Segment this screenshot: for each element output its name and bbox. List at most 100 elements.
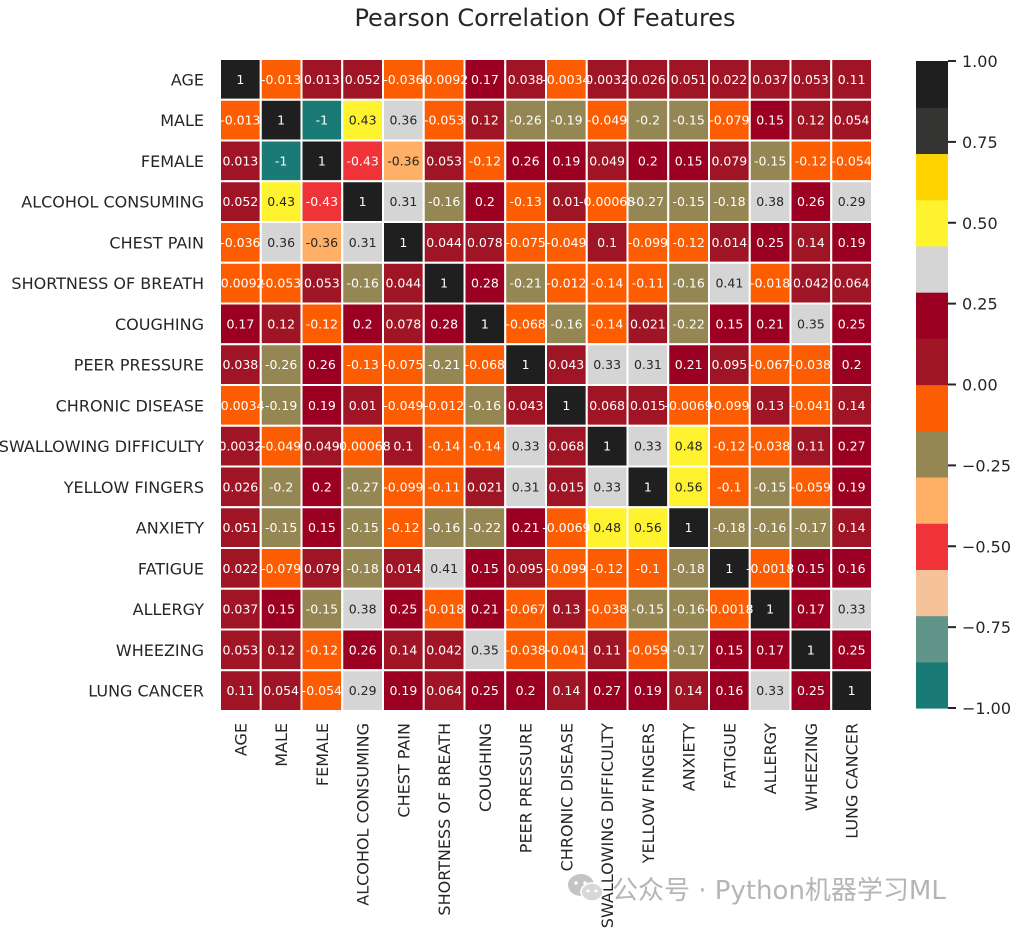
colorbar-segment	[916, 615, 948, 663]
heatmap-cell	[219, 302, 262, 346]
heatmap-cell	[300, 221, 344, 264]
cell-value-label: 0.19	[838, 235, 866, 250]
cell-value-label: -0.14	[428, 439, 460, 454]
cell-value-label: 0.2	[312, 479, 332, 494]
heatmap-cell	[708, 587, 751, 631]
cell-value-label: 0.15	[267, 602, 295, 617]
heatmap-cell	[830, 261, 873, 305]
cell-value-label: -0.36	[387, 153, 419, 168]
heatmap-cell	[341, 343, 384, 386]
row-tick-label: MALE	[160, 111, 204, 130]
cell-value-label: 1	[236, 72, 244, 87]
cell-value-label: 0.33	[756, 683, 784, 698]
wechat-icon	[568, 874, 604, 902]
cell-value-label: 0.38	[756, 194, 784, 209]
cell-value-label: 0.01	[552, 194, 580, 209]
cell-value-label: 0.021	[467, 479, 503, 494]
column-tick-label: WHEEZING	[802, 723, 821, 811]
cell-value-label: -0.14	[591, 276, 623, 291]
heatmap-cell	[504, 628, 547, 672]
cell-value-label: 0.26	[308, 357, 336, 372]
cell-value-label: 0.56	[634, 520, 662, 535]
cell-value-label: -0.27	[632, 194, 664, 209]
cell-value-label: -0.0092	[216, 276, 264, 291]
cell-value-label: -0.19	[550, 113, 582, 128]
heatmap-cell	[463, 669, 507, 712]
row-tick-label: LUNG CANCER	[88, 682, 204, 701]
cell-value-label: 0.12	[267, 316, 295, 331]
cell-value-label: 0.053	[304, 276, 340, 291]
cell-value-label: 0.33	[593, 357, 621, 372]
cell-value-label: 0.12	[267, 642, 295, 657]
cell-value-label: 0.33	[512, 439, 540, 454]
cell-value-label: -0.012	[546, 276, 586, 291]
cell-value-label: -0.13	[509, 194, 541, 209]
cell-value-label: 0.29	[838, 194, 866, 209]
watermark-text: 公众号 · Python机器学习ML	[612, 875, 946, 906]
colorbar-segment	[916, 153, 948, 201]
cell-value-label: -1	[275, 153, 287, 168]
cell-value-label: -0.054	[831, 153, 871, 168]
cell-value-label: 0.29	[349, 683, 377, 698]
cell-value-label: -0.049	[587, 113, 627, 128]
heatmap-cell	[504, 180, 547, 223]
cell-value-label: 0.14	[389, 642, 417, 657]
row-tick-label: FATIGUE	[138, 559, 204, 578]
heatmap-cell	[219, 98, 262, 142]
heatmap-cell	[422, 180, 466, 223]
heatmap-cell	[300, 424, 344, 468]
heatmap-cell	[422, 384, 466, 427]
heatmap-cell	[463, 302, 507, 346]
heatmap-cell	[830, 180, 873, 223]
cell-value-label: 0.2	[516, 683, 536, 698]
column-tick-label: FATIGUE	[720, 723, 739, 789]
cell-value-label: -0.26	[265, 357, 297, 372]
heatmap-cell	[545, 261, 588, 305]
colorbar-tick-label: 0.50	[962, 214, 998, 233]
cell-value-label: 0.049	[589, 153, 625, 168]
cell-value-label: 0.41	[715, 276, 743, 291]
column-tick-label: CHRONIC DISEASE	[557, 723, 576, 871]
cell-value-label: 0.064	[426, 683, 462, 698]
column-tick-label: ALCOHOL CONSUMING	[354, 723, 373, 906]
heatmap-cell	[830, 58, 873, 101]
colorbar-segment	[916, 661, 948, 709]
cell-value-label: -0.11	[428, 479, 460, 494]
cell-value-label: 0.33	[593, 479, 621, 494]
cell-value-label: -0.18	[346, 561, 378, 576]
cell-value-label: 0.12	[797, 113, 825, 128]
column-tick-label: LUNG CANCER	[843, 723, 862, 839]
cell-value-label: 0.36	[389, 113, 417, 128]
heatmap-cell	[300, 506, 344, 549]
row-tick-label: SHORTNESS OF BREATH	[11, 274, 204, 293]
cell-value-label: 0.21	[471, 602, 499, 617]
cell-value-label: -0.21	[509, 276, 541, 291]
cell-value-label: 0.38	[349, 602, 377, 617]
cell-value-label: 0.31	[512, 479, 540, 494]
cell-value-label: 1	[318, 153, 326, 168]
heatmap-cell	[545, 587, 588, 631]
heatmap-cell	[504, 343, 547, 386]
heatmap-cell	[300, 302, 344, 346]
row-tick-label: WHEEZING	[116, 641, 204, 660]
cell-value-label: 0.21	[675, 357, 703, 372]
cell-value-label: 0.053	[793, 72, 829, 87]
heatmap-cell	[545, 221, 588, 264]
cell-value-label: 0.022	[711, 72, 747, 87]
cell-value-label: -0.22	[672, 316, 704, 331]
colorbar-tick-label: 0.25	[962, 295, 998, 314]
column-tick-label: SHORTNESS OF BREATH	[435, 723, 454, 916]
row-tick-label: SWALLOWING DIFFICULTY	[0, 437, 204, 456]
colorbar-tick-label: −1.00	[962, 699, 1011, 718]
colorbar-segment	[916, 245, 948, 293]
heatmap-cell	[789, 98, 833, 142]
heatmap-cell	[300, 343, 344, 386]
heatmap-cell	[830, 221, 873, 264]
cell-value-label: 0.17	[797, 602, 825, 617]
heatmap-cell	[626, 669, 670, 712]
cell-value-label: -0.013	[220, 113, 260, 128]
heatmap-cell	[300, 669, 344, 712]
column-tick-label: FEMALE	[313, 723, 332, 786]
cell-value-label: -0.041	[546, 642, 586, 657]
cell-value-label: 1	[277, 113, 285, 128]
